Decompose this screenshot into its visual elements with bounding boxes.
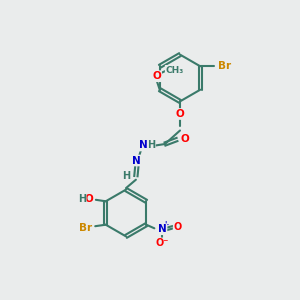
Text: O: O: [174, 222, 182, 232]
Text: O: O: [152, 71, 161, 81]
Text: H: H: [122, 171, 130, 181]
Text: O: O: [85, 194, 94, 204]
Text: H: H: [147, 140, 155, 151]
Text: N: N: [131, 155, 140, 166]
Text: N: N: [158, 224, 167, 234]
Text: N: N: [139, 140, 148, 151]
Text: H: H: [78, 194, 86, 204]
Text: O⁻: O⁻: [155, 238, 169, 248]
Text: CH₃: CH₃: [166, 66, 184, 75]
Text: +: +: [163, 220, 169, 229]
Text: O: O: [176, 109, 184, 119]
Text: O: O: [180, 134, 189, 145]
Text: Br: Br: [218, 61, 231, 71]
Text: Br: Br: [79, 223, 92, 233]
